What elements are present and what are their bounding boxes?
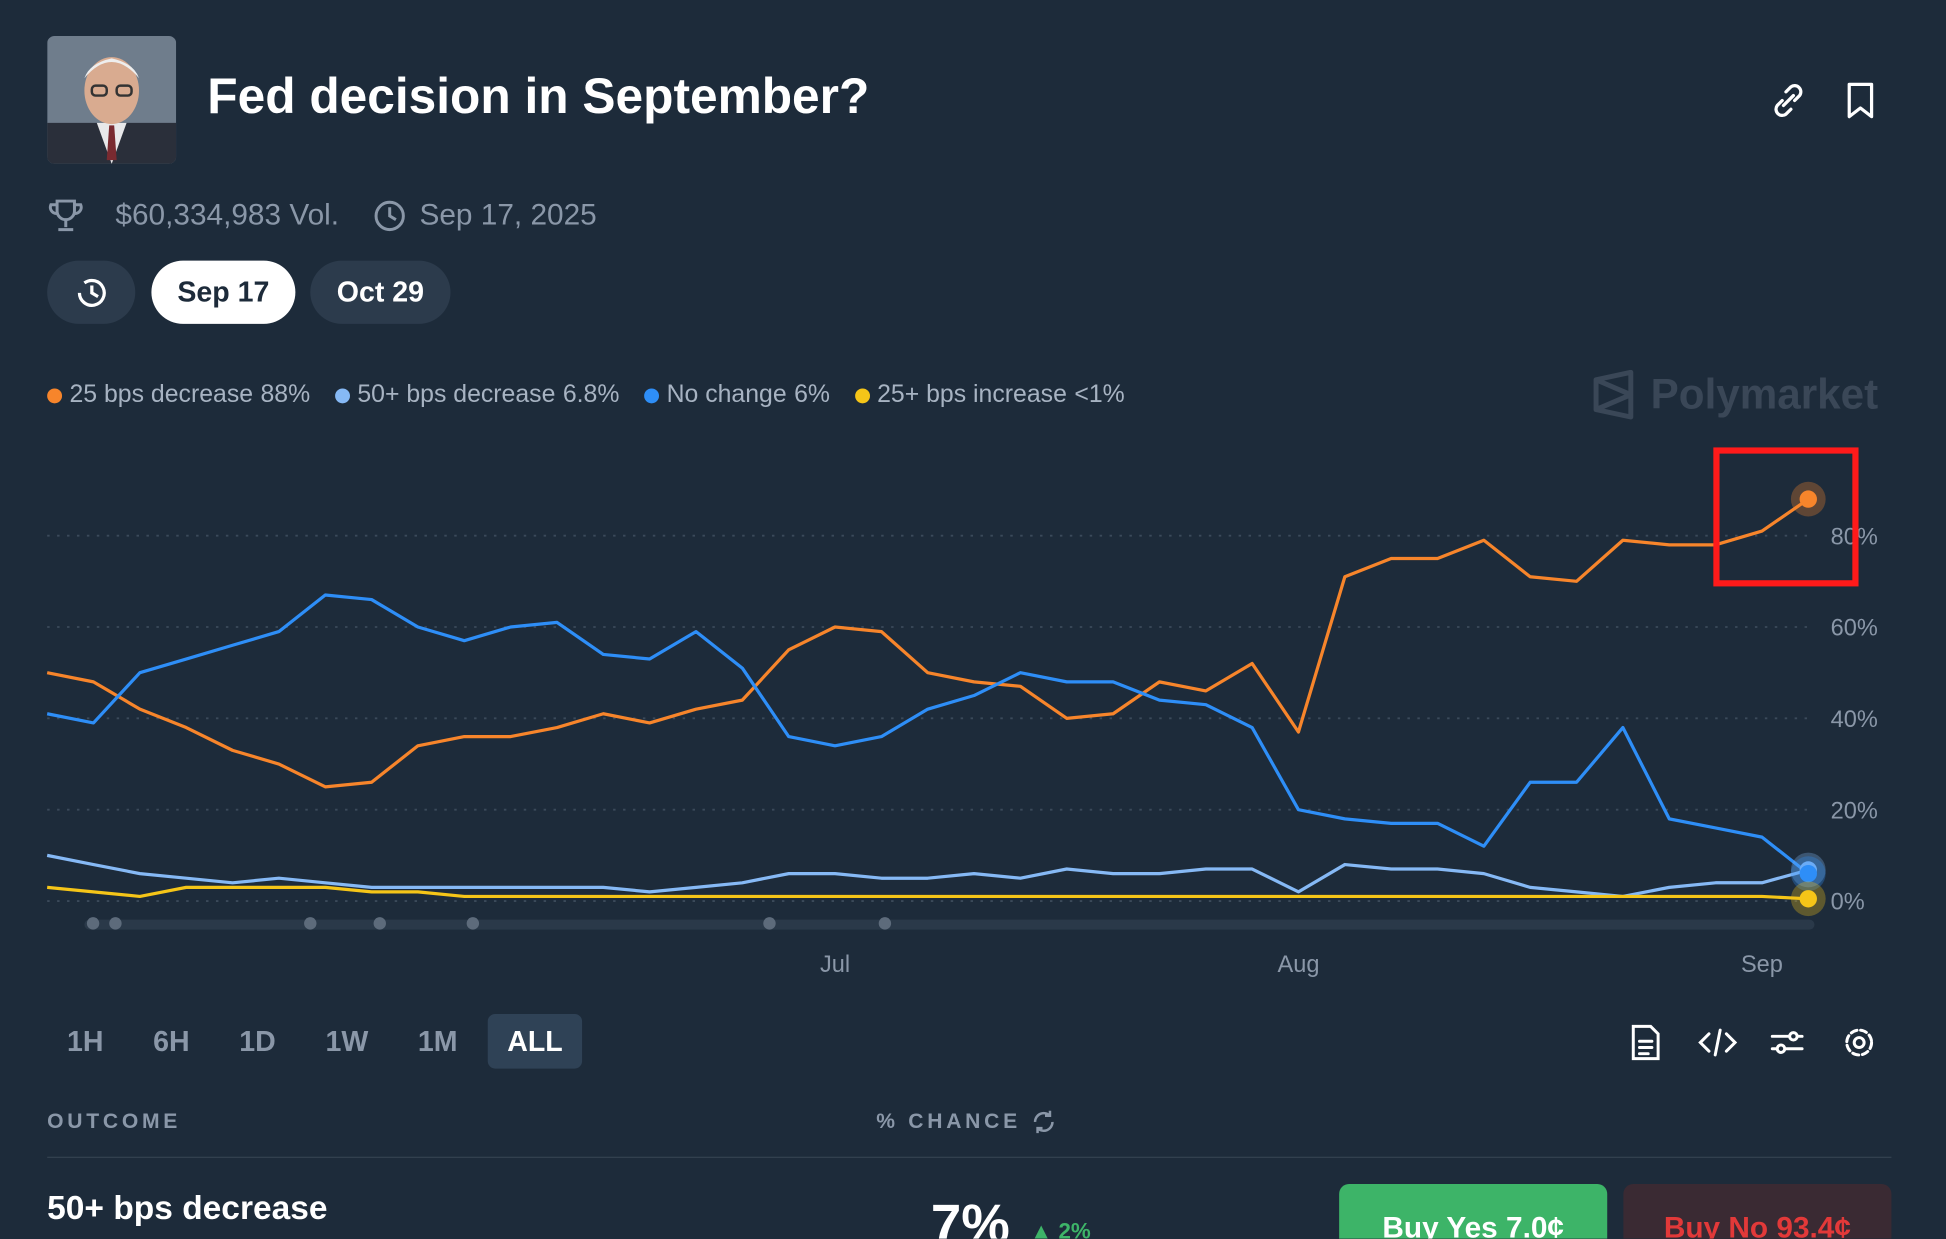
column-header: OUTCOME [47, 1109, 182, 1134]
y-tick-label: 40% [1831, 706, 1878, 732]
trophy-icon [48, 199, 83, 232]
range-button[interactable]: 1H [67, 1024, 104, 1057]
chart: 0%20%40%60%80%Jul Aug Sep [46, 447, 1878, 977]
history-button[interactable] [47, 260, 136, 324]
legend-value: 88% [260, 381, 311, 409]
range-button[interactable]: ALL [487, 1013, 583, 1069]
change-value: 2% [1058, 1218, 1091, 1239]
series-line [46, 497, 1810, 789]
x-tick-label: Sep [1741, 951, 1783, 977]
legend-dot [335, 387, 350, 403]
buy-no-button[interactable]: Buy No 93.4¢ [1623, 1184, 1892, 1239]
legend-item: 50+ bps decrease 6.8% [335, 381, 619, 410]
legend-dot [644, 387, 660, 403]
chance-change: ▲ 2% [1030, 1219, 1091, 1239]
end-point [1799, 890, 1817, 908]
legend-item: 25+ bps increase <1% [854, 381, 1125, 410]
chart-tools[interactable] [1623, 1020, 1921, 1065]
range-button[interactable]: 1D [239, 1024, 276, 1057]
outcome-name: 50+ bps decrease [47, 1188, 328, 1227]
range-button[interactable]: 1M [417, 1024, 458, 1057]
watermark: Polymarket [1591, 369, 1879, 420]
watermark-text: Polymarket [1650, 370, 1879, 418]
range-selector: 1H 6H 1D 1W 1M ALL [47, 1013, 583, 1069]
end-point [1799, 490, 1817, 508]
y-tick-label: 20% [1831, 797, 1878, 823]
legend-name: 50+ bps decrease [357, 381, 556, 409]
outcome-chance: 7% [930, 1193, 1010, 1239]
clock-icon [374, 200, 405, 232]
x-tick-label: Aug [1278, 951, 1320, 977]
link-icon[interactable] [1767, 79, 1809, 121]
history-icon [77, 278, 106, 307]
legend-dot [47, 387, 63, 403]
end-point [1799, 864, 1817, 883]
buy-yes-button[interactable]: Buy Yes 7.0¢ [1339, 1184, 1608, 1239]
range-button[interactable]: 1W [325, 1024, 369, 1057]
legend-value: 6% [794, 381, 830, 409]
market-image [47, 35, 177, 164]
column-header: % CHANCE [876, 1109, 1021, 1134]
y-tick-label: 0% [1831, 889, 1865, 915]
legend-dot [854, 387, 870, 403]
y-tick-label: 60% [1831, 615, 1878, 641]
end-date: Sep 17, 2025 [419, 198, 597, 233]
x-tick-label: Jul [820, 951, 850, 977]
date-tab[interactable]: Sep 17 [151, 260, 296, 324]
legend-name: 25 bps decrease [69, 381, 254, 409]
legend-item: No change 6% [644, 381, 830, 410]
watermark-logo [1593, 369, 1634, 420]
legend: 25 bps decrease 88% 50+ bps decrease 6.8% No… [47, 381, 1125, 410]
refresh-icon[interactable] [1030, 1108, 1057, 1135]
bookmark-icon[interactable] [1842, 79, 1879, 121]
legend-name: No change [666, 381, 787, 409]
legend-value: <1% [1074, 381, 1125, 409]
series-line [46, 593, 1810, 875]
volume: $60,334,983 Vol. [115, 198, 340, 233]
slider [84, 917, 1815, 930]
portrait [47, 35, 177, 164]
series-line [47, 885, 1809, 901]
market-title: Fed decision in September? [207, 69, 870, 125]
series-line [46, 853, 1809, 899]
divider [47, 1156, 1892, 1158]
highlight-box [1713, 447, 1859, 587]
legend-value: 6.8% [562, 381, 620, 409]
date-tab[interactable]: Oct 29 [310, 260, 451, 324]
legend-item: 25 bps decrease 88% [47, 381, 310, 410]
range-button[interactable]: 6H [153, 1024, 190, 1057]
legend-name: 25+ bps increase [877, 381, 1067, 409]
